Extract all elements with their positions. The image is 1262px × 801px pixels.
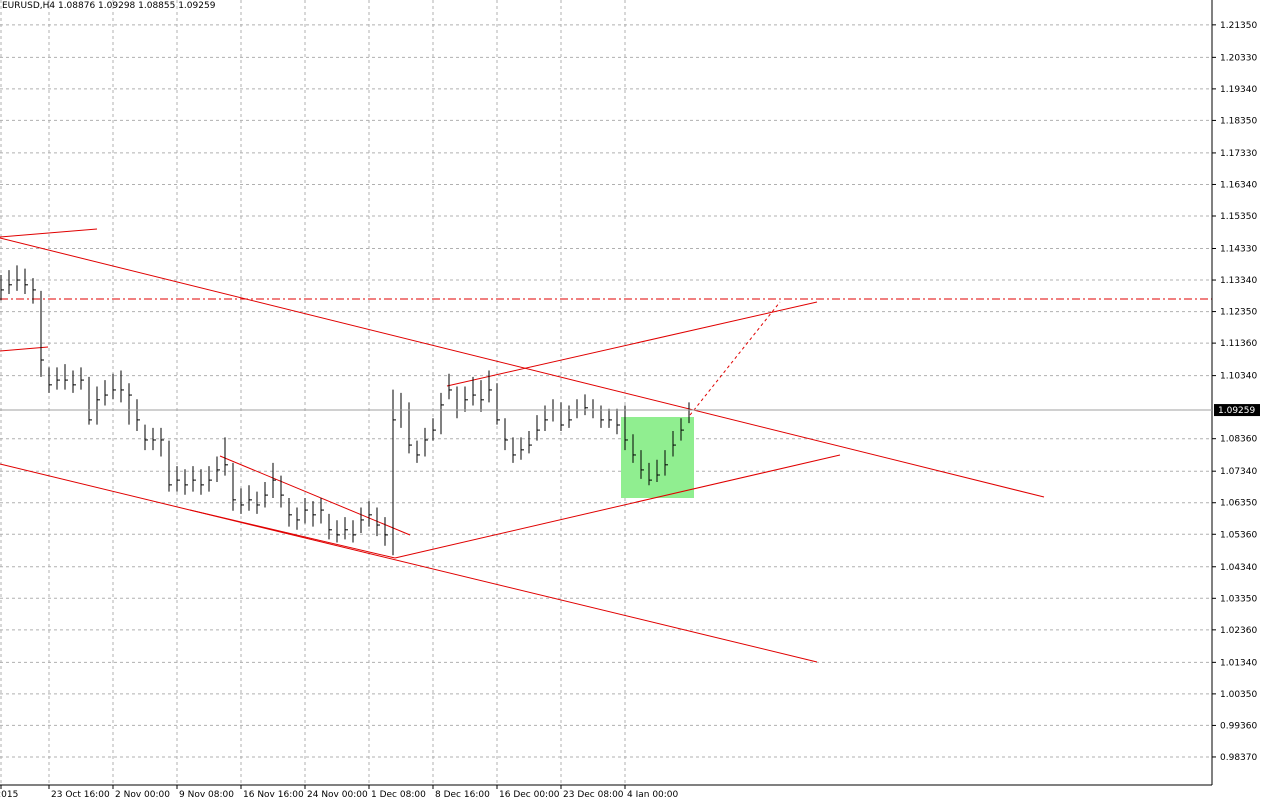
x-tick-label: 1 Dec 08:00: [371, 790, 426, 797]
y-tick-label: 1.14330: [1220, 244, 1257, 254]
y-tick-label: 1.19340: [1220, 85, 1257, 95]
y-tick-label: 1.21350: [1220, 21, 1257, 31]
highlight-box: [621, 417, 694, 498]
x-tick-label: 4 Jan 00:00: [627, 790, 679, 797]
trendline: [0, 346, 49, 352]
y-tick-label: 1.11360: [1220, 339, 1257, 349]
x-tick-label: 23 Dec 08:00: [563, 790, 624, 797]
y-tick-label: 1.15350: [1220, 212, 1257, 222]
y-tick-label: 1.03350: [1220, 594, 1257, 604]
y-tick-label: 1.04340: [1220, 563, 1257, 573]
y-tick-label: 1.10340: [1220, 372, 1257, 382]
trendline: [0, 463, 818, 663]
x-tick-label: 16 Dec 00:00: [499, 790, 560, 797]
y-tick-label: 1.17330: [1220, 149, 1257, 159]
y-tick-label: 1.16340: [1220, 180, 1257, 190]
trendline: [0, 228, 98, 238]
grid: [0, 0, 1212, 785]
x-tick-label: 8 Dec 16:00: [435, 790, 490, 797]
trendline: [219, 455, 411, 536]
price-label-box: [1214, 404, 1260, 417]
y-tick-label: 0.98370: [1220, 753, 1257, 763]
y-tick-label: 1.00350: [1220, 690, 1257, 700]
x-tick-label: 9 Nov 08:00: [179, 790, 234, 797]
trendline: [0, 237, 1045, 498]
drawings: [0, 228, 1212, 663]
x-tick-label: Oct 2015: [0, 790, 18, 797]
x-tick-label: 16 Nov 16:00: [243, 790, 304, 797]
price-label: 1.09259: [1218, 406, 1255, 416]
y-tick-label: 1.13340: [1220, 276, 1257, 286]
y-tick-label: 1.06350: [1220, 499, 1257, 509]
chart-title: EURUSD,H4 1.08876 1.09298 1.08855 1.0925…: [2, 1, 216, 11]
x-tick-label: 23 Oct 16:00: [51, 790, 110, 797]
y-tick-label: 1.08360: [1220, 435, 1257, 445]
x-tick-label: 24 Nov 00:00: [307, 790, 368, 797]
y-tick-label: 1.18350: [1220, 116, 1257, 126]
trendline: [446, 301, 818, 387]
y-tick-label: 1.05360: [1220, 530, 1257, 540]
x-tick-label: 2 Nov 00:00: [115, 790, 170, 797]
trendline: [394, 454, 841, 559]
y-tick-label: 1.20330: [1220, 53, 1257, 63]
trendline: [189, 509, 396, 559]
y-tick-label: 1.07340: [1220, 467, 1257, 477]
y-tick-label: 1.02360: [1220, 626, 1257, 636]
y-tick-label: 1.12350: [1220, 308, 1257, 318]
y-tick-label: 0.99360: [1220, 721, 1257, 731]
y-tick-label: 1.01340: [1220, 658, 1257, 668]
projection-line: [689, 301, 781, 416]
